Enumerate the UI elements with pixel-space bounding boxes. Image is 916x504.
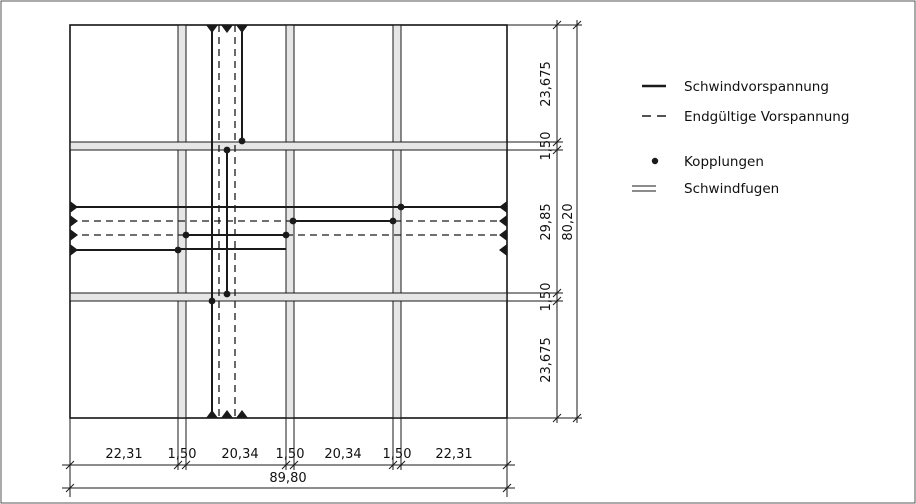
dim-bottom-2: 1,50 [168,447,197,462]
dim-right-4: 1,50 [539,283,554,312]
dim-bottom-6: 1,50 [383,447,412,462]
right-dimension-labels: 23,675 1,50 29,85 1,50 23,675 80,20 [539,61,576,383]
dim-right-2: 1,50 [539,132,554,161]
dim-bottom-total: 89,80 [269,471,306,486]
dim-right-total: 80,20 [561,203,576,240]
legend-label-shrinkage-joints: Schwindfugen [684,181,779,197]
legend-label-shrinkage-prestress: Schwindvorspannung [684,79,829,95]
bottom-dimensions [62,418,515,497]
dim-bottom-5: 20,34 [324,447,361,462]
dim-bottom-1: 22,31 [105,447,142,462]
dim-right-3: 29,85 [539,203,554,240]
legend-label-final-prestress: Endgültige Vorspannung [684,109,849,125]
dim-bottom-4: 1,50 [276,447,305,462]
shrinkage-prestress-tendons [70,25,507,418]
legend-dot-symbol [651,157,659,165]
joint-horizontal-1 [69,141,508,151]
anchors [70,25,507,418]
bottom-dimension-labels: 22,31 1,50 20,34 1,50 20,34 1,50 22,31 8… [105,447,472,486]
dim-right-1: 23,675 [539,61,554,107]
dim-bottom-7: 22,31 [435,447,472,462]
legend: Schwindvorspannung Endgültige Vorspannun… [632,79,849,197]
right-dimensions [507,20,582,423]
dim-bottom-3: 20,34 [221,447,258,462]
dim-right-5: 23,675 [539,337,554,383]
joint-horizontal-2 [69,292,508,302]
coupling-dots [174,137,405,305]
legend-label-couplings: Kopplungen [684,154,764,170]
